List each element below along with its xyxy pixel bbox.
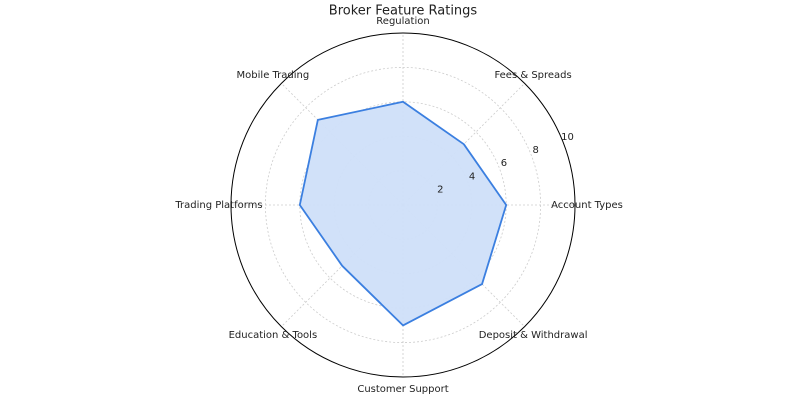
category-label: Deposit & Withdrawal (479, 330, 588, 341)
category-label: Customer Support (357, 384, 448, 395)
category-label: Trading Platforms (174, 200, 262, 211)
chart-title: Broker Feature Ratings (329, 4, 478, 19)
r-tick-label: 2 (437, 185, 443, 196)
data-area (298, 100, 508, 327)
r-tick-label: 10 (561, 132, 574, 143)
r-tick-label: 6 (501, 158, 507, 169)
r-tick-label: 4 (469, 171, 475, 182)
outer-ring (230, 32, 576, 378)
category-label: Mobile Trading (237, 70, 310, 81)
category-label: Account Types (551, 200, 623, 211)
category-label: Fees & Spreads (494, 70, 571, 81)
r-tick-label: 8 (532, 145, 538, 156)
category-label: Regulation (376, 16, 429, 27)
category-label: Education & Tools (229, 330, 318, 341)
